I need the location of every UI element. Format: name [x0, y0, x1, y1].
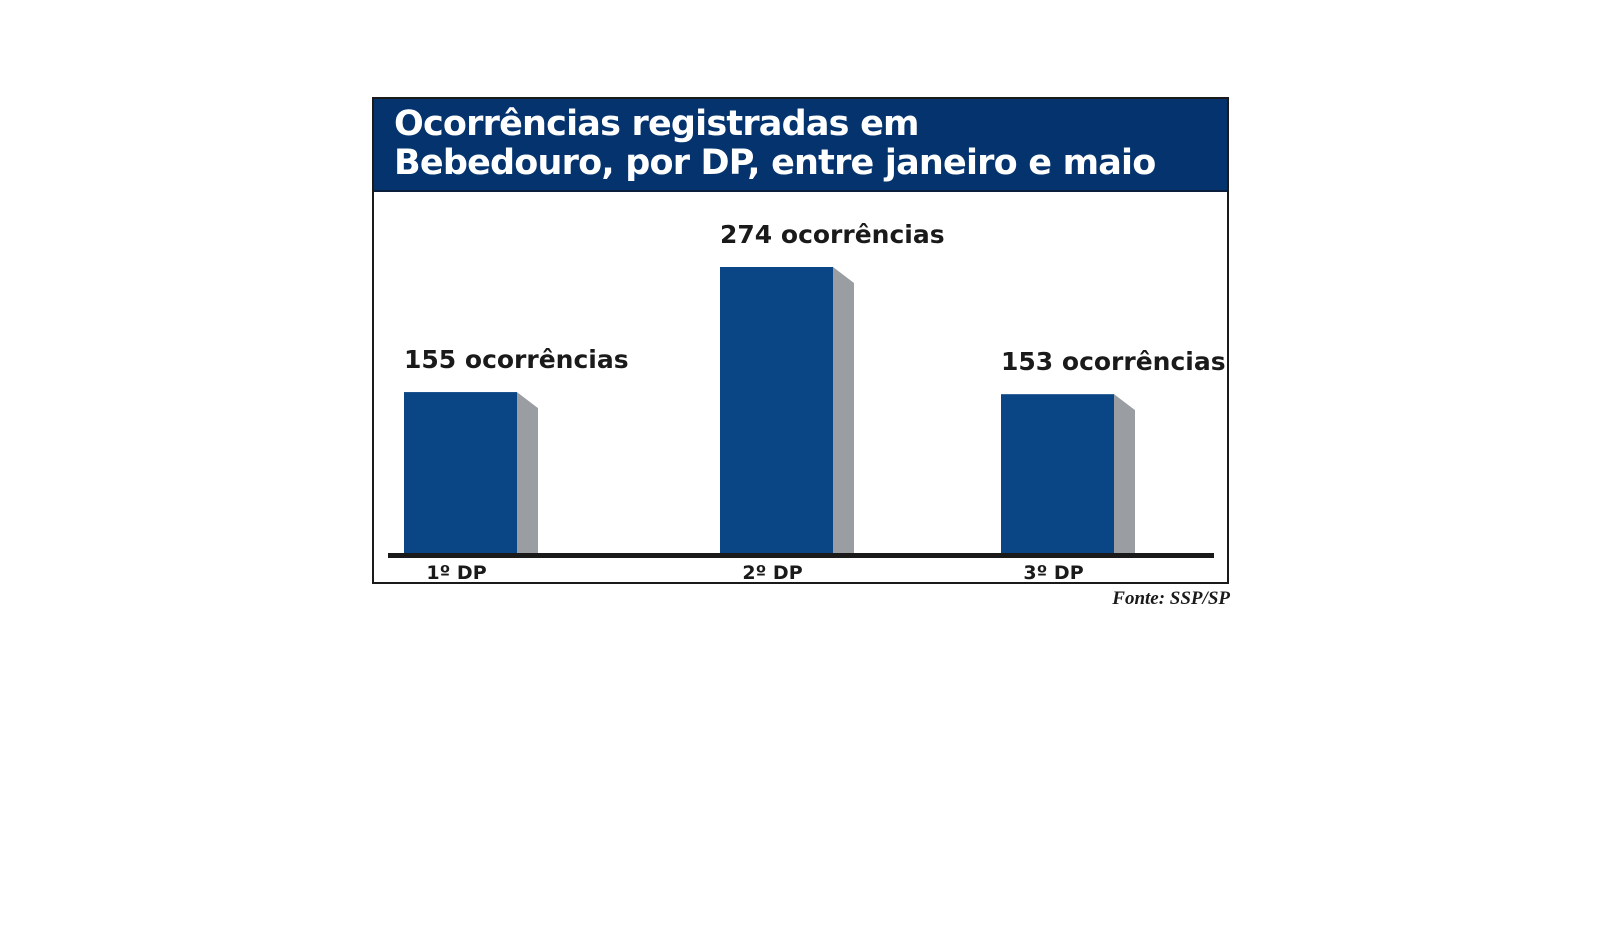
x-axis-baseline — [388, 553, 1214, 558]
category-label-2: 2º DP — [742, 562, 802, 584]
chart-title: Ocorrências registradas em Bebedouro, po… — [394, 104, 1156, 183]
bar-value-label-1: 155 ocorrências — [404, 345, 629, 374]
bar-value-label-3: 153 ocorrências — [1001, 347, 1226, 376]
bar-2 — [720, 267, 833, 555]
bar-1 — [404, 392, 517, 555]
category-label-1: 1º DP — [426, 562, 486, 584]
bar-side-3 — [1114, 394, 1135, 555]
chart-frame: Ocorrências registradas em Bebedouro, po… — [372, 97, 1229, 584]
title-bar: Ocorrências registradas em Bebedouro, po… — [374, 99, 1227, 192]
bar-3 — [1001, 394, 1114, 555]
bar-side-1 — [517, 392, 538, 555]
source-note: Fonte: SSP/SP — [1112, 588, 1230, 609]
plot-area: 155 ocorrências 1º DP 274 ocorrências 2º DP… — [388, 220, 1226, 584]
bar-side-2 — [833, 267, 854, 555]
bar-value-label-2: 274 ocorrências — [720, 220, 945, 249]
category-label-3: 3º DP — [1023, 562, 1083, 584]
